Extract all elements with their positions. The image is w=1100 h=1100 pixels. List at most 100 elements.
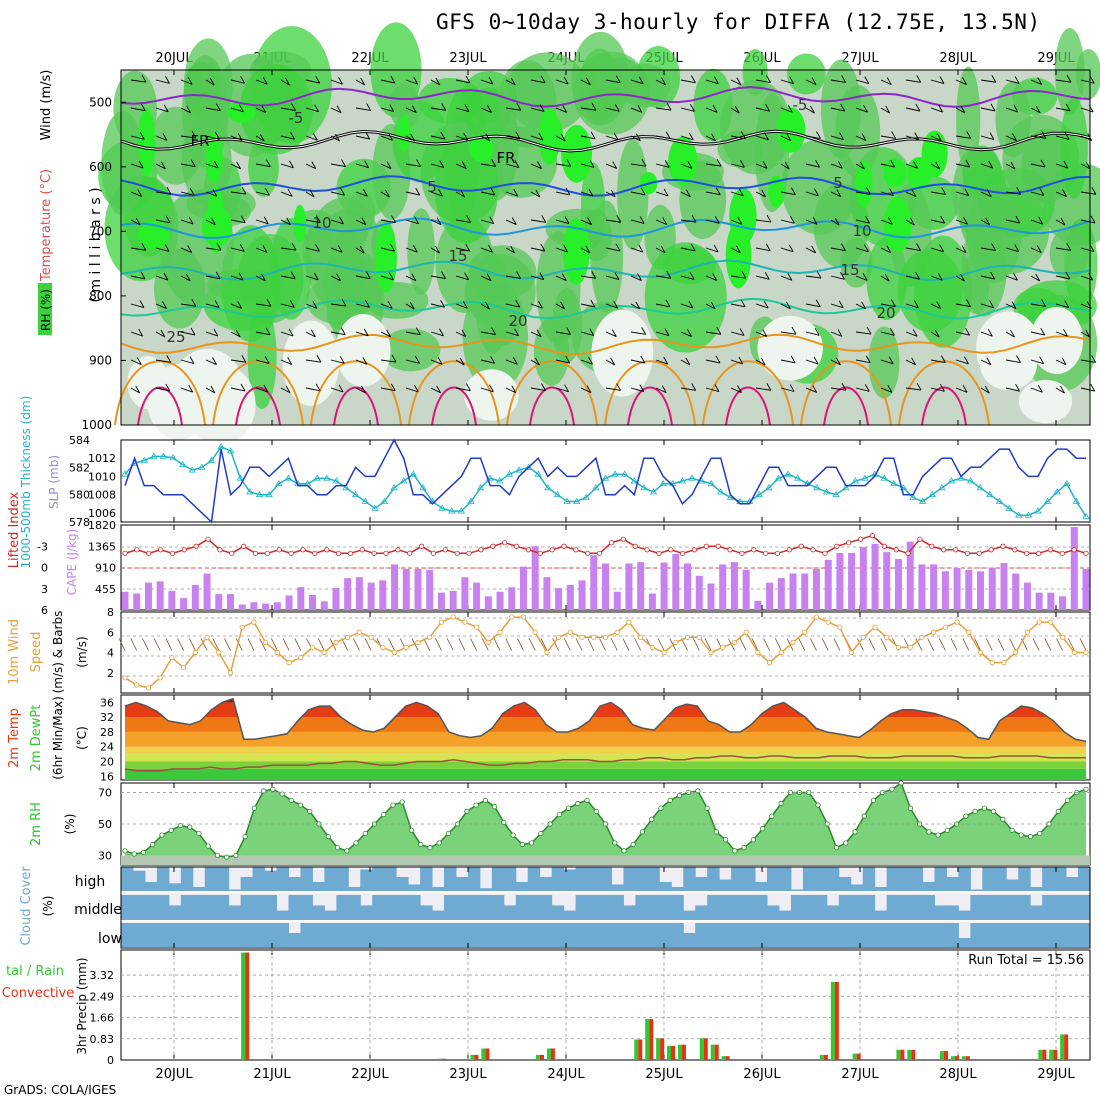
wind-barb: [755, 387, 771, 391]
cloud-bar-middle: [778, 910, 792, 921]
wind-barb: [355, 79, 365, 86]
thickness-line-marker: [1043, 497, 1052, 504]
wind-barb: [680, 275, 695, 280]
rh-contour-fill: [551, 288, 583, 363]
thickness-line-marker: [467, 497, 475, 504]
precip-conv-bar: [245, 952, 250, 1060]
wind-barb: [355, 191, 368, 197]
lifted-index-line-marker: [798, 543, 804, 549]
wind-barb-flag: [565, 355, 571, 364]
rh2m-line-marker: [427, 845, 433, 851]
wind-barb-flag: [1035, 105, 1041, 114]
wind-barb-flag: [341, 298, 347, 307]
wind-barb: [255, 247, 268, 253]
wind-barb-flag: [815, 299, 821, 307]
wind-barb-flag: [840, 272, 845, 280]
thickness-line-marker: [476, 484, 485, 491]
cape-bar: [297, 587, 305, 610]
wind-barb-flag: [135, 217, 141, 226]
cloud-bar-high: [826, 867, 840, 892]
wind-barb: [180, 191, 195, 196]
wind-barb-flag: [1065, 271, 1071, 280]
date-label-bottom: 25JUL: [645, 1067, 683, 1082]
dewpoint-line: [124, 755, 1086, 772]
wind-barb: [555, 275, 567, 282]
wind-barb: [480, 135, 491, 142]
wind-barb: [930, 359, 946, 364]
wind-barb-10m: [763, 638, 770, 651]
wind-barb: [1080, 275, 1093, 281]
wind-barb-flag: [489, 384, 494, 392]
cloud-bar-high: [647, 867, 660, 892]
wind-barb-flag: [712, 105, 718, 113]
wind-barb-flag: [239, 244, 245, 252]
cape-bar: [133, 593, 141, 610]
rh2m-line-marker: [418, 841, 424, 848]
cloud-bar-middle: [599, 895, 612, 921]
wind-barb-flag: [663, 356, 669, 365]
wind-barb-flag: [764, 132, 769, 140]
y-tick-label: 900: [89, 353, 112, 367]
cloud-bar-middle: [659, 895, 672, 921]
wind-barb-flag: [465, 75, 471, 84]
lifted-index-line-marker: [1000, 543, 1006, 549]
cloud-bar-high: [946, 877, 959, 892]
wind-barb-flag: [364, 160, 369, 168]
wind-barb: [205, 275, 221, 280]
wind-barb: [330, 275, 341, 282]
cloud-bar-low: [132, 923, 146, 948]
y-tick-label-right: 1010: [88, 470, 116, 483]
wind-barb-flag: [985, 217, 991, 226]
cloud-bar-low: [1042, 923, 1055, 948]
cloud-layer-middle: middle: [74, 902, 122, 918]
wind-barb-flag: [141, 243, 147, 251]
cape-bar: [859, 547, 867, 610]
thickness-line-marker: [265, 490, 273, 498]
wind-barb-flag: [185, 273, 191, 282]
rh2m-line-marker: [177, 822, 184, 829]
y-tick-label-right: 1006: [88, 507, 116, 520]
wind-barb-flag: [340, 327, 346, 335]
wind-barb-flag: [940, 355, 946, 363]
wind-barb: [830, 303, 844, 309]
wind-barb: [705, 219, 720, 224]
wind-barb: [155, 163, 166, 170]
cloud-bar-high: [743, 867, 756, 892]
thickness-line-marker: [140, 456, 148, 463]
lifted-index-line-marker: [917, 536, 923, 542]
wind-barb-flag: [836, 189, 842, 197]
wind-barb-10m: [270, 638, 278, 651]
wind-barb: [955, 331, 970, 336]
thickness-line-marker: [457, 507, 466, 514]
wind-speed-line-marker: [849, 649, 855, 656]
wind-barb: [830, 359, 841, 366]
y-tick-label: 8: [107, 606, 114, 619]
date-label-bottom: 26JUL: [743, 1067, 781, 1082]
wind-barb-flag: [840, 243, 846, 251]
cloud-bar-low: [1066, 923, 1079, 948]
cape-bar: [648, 593, 656, 610]
ylabel-convective: Convective: [2, 986, 75, 1001]
lifted-index-line-marker: [763, 550, 769, 556]
wind-barb-flag: [840, 103, 846, 112]
lifted-index-line-marker: [169, 550, 176, 556]
rh-contour-fill: [644, 242, 727, 353]
thickness-line-marker: [611, 470, 619, 477]
wind-barb-flag: [712, 273, 718, 281]
wind-barb: [180, 79, 193, 85]
legend-rh: RH (%): [39, 289, 53, 331]
wind-barb: [355, 275, 371, 280]
wind-barb: [305, 359, 322, 363]
rh2m-line-marker: [362, 830, 368, 837]
rh2m-line-marker: [492, 804, 498, 810]
y-tick-label: 2: [107, 667, 114, 680]
cloud-bar-low: [324, 923, 337, 948]
rh2m-line-marker: [630, 841, 636, 848]
wind-barb: [1055, 275, 1070, 280]
precip-total-bar: [940, 1051, 945, 1060]
wind-barb: [905, 191, 917, 198]
cloud-bar-high: [790, 889, 804, 892]
wind-barb-flag: [340, 187, 345, 196]
wind-barb-flag: [886, 77, 892, 85]
rh2m-line-marker: [1000, 816, 1006, 822]
